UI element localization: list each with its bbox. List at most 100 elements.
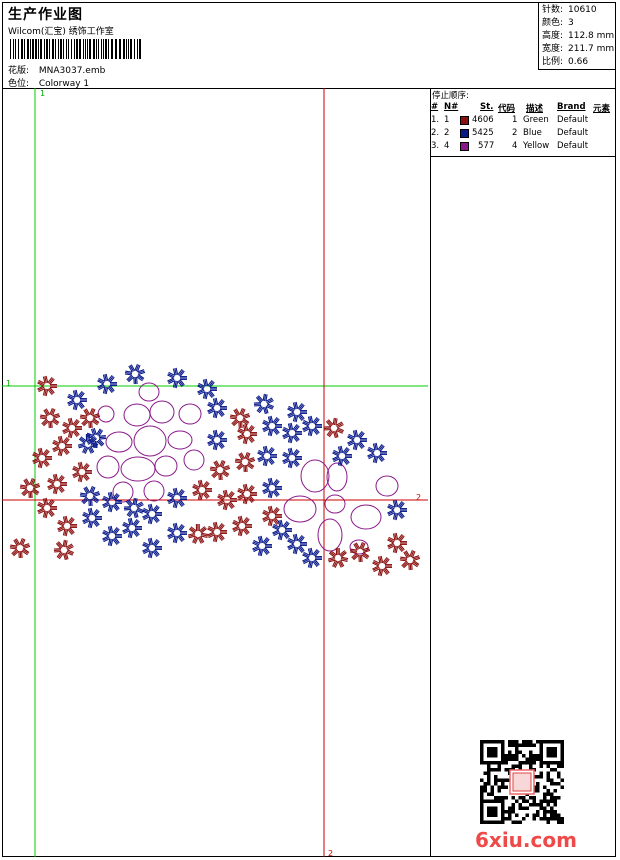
design-file-label: 花版: — [8, 66, 30, 76]
col-header-needle: N# — [444, 102, 459, 112]
guide-label-h1: 1 — [6, 379, 11, 388]
stitch-motif — [302, 415, 322, 437]
stitch-motif — [347, 429, 367, 451]
stitch-motif — [237, 483, 257, 505]
row-needle: 2 — [444, 128, 450, 138]
stitch-motif — [37, 375, 57, 397]
stitch-motif — [387, 499, 407, 521]
scale-label: 比例: — [542, 57, 564, 67]
stitch-motif — [287, 533, 307, 555]
barcode-image — [10, 39, 141, 59]
stitch-motif — [287, 401, 307, 423]
stop-row: 1. 1 4606 1 Green Default — [430, 115, 616, 128]
stitch-motif — [197, 378, 217, 400]
stop-row: 3. 4 577 4 Yellow Default — [430, 141, 616, 154]
embroidery-preview: 1 1 2 2 — [2, 88, 428, 857]
col-header-element: 元素 — [593, 104, 611, 114]
colorway-label: 色位: — [8, 79, 30, 89]
row-brand: Default — [557, 115, 589, 125]
guide-label-v2: 2 — [328, 849, 333, 857]
guide-label-v1: 1 — [40, 89, 45, 98]
stitch-motif — [85, 427, 107, 449]
stitch-motif — [262, 415, 282, 437]
stitch-motif — [207, 397, 227, 419]
stitch-motif — [323, 417, 345, 439]
stitch-motif — [47, 473, 67, 495]
stitch-motif — [372, 555, 392, 577]
stats-panel: 针数: 10610 颜色: 3 高度: 112.8 mm 宽度: 211.7 mm 比例… — [538, 2, 616, 70]
studio-name: Wilcom(汇宝) 绣饰工作室 — [8, 27, 114, 37]
stitch-motif — [232, 515, 252, 537]
stitch-motif — [57, 515, 77, 537]
stitch-motif — [399, 549, 421, 571]
colorway-value: Colorway 1 — [38, 79, 90, 89]
stop-sequence-panel: 停止顺序: # N# St. 代码 描述 Brand 元素 1. 1 4606 … — [430, 88, 616, 157]
row-stitches: 4606 — [472, 115, 494, 125]
stitch-motif — [67, 389, 87, 411]
stitch-motif — [9, 537, 31, 559]
row-brand: Default — [557, 141, 589, 151]
stitch-motif — [217, 489, 237, 511]
stitch-motif — [142, 503, 162, 525]
stitch-motif — [53, 539, 75, 561]
scale-row: 比例: 0.66 — [542, 56, 616, 69]
stitch-motif — [102, 525, 122, 547]
stitch-motif — [209, 459, 231, 481]
stitch-motif — [237, 423, 257, 445]
row-code: 4 — [512, 141, 518, 151]
stitch-motif — [262, 477, 282, 499]
color-count-row: 颜色: 3 — [542, 17, 616, 30]
stitch-motif — [122, 517, 142, 539]
scale-value: 0.66 — [568, 57, 589, 67]
row-code: 2 — [512, 128, 518, 138]
stitch-motif — [282, 422, 302, 444]
row-index: 3. — [431, 141, 440, 151]
color-count-label: 颜色: — [542, 18, 564, 28]
stitch-count-label: 针数: — [542, 5, 564, 15]
stitch-motif — [253, 393, 275, 415]
stitch-motif — [32, 447, 52, 469]
color-count-value: 3 — [568, 18, 574, 28]
design-preview-area: 1 1 2 2 — [2, 88, 431, 857]
stitch-motif — [79, 407, 101, 429]
stitch-motif — [97, 373, 117, 395]
col-header-description: 描述 — [526, 104, 544, 114]
width-label: 宽度: — [542, 44, 564, 54]
stitch-motif — [79, 485, 101, 507]
height-value: 112.8 mm — [568, 31, 615, 41]
stop-row: 2. 2 5425 2 Blue Default — [430, 128, 616, 141]
colorway-line: 色位: Colorway 1 — [8, 76, 89, 89]
stitch-motif — [207, 521, 227, 543]
stitch-count-row: 针数: 10610 — [542, 4, 616, 17]
color-swatch — [460, 116, 469, 125]
stitch-motif — [52, 435, 72, 457]
height-row: 高度: 112.8 mm — [542, 30, 616, 43]
stitch-motif — [257, 445, 277, 467]
stitch-motif — [192, 479, 212, 501]
stitch-motif — [349, 541, 371, 563]
row-brand: Default — [557, 128, 589, 138]
stitch-motif — [123, 497, 145, 519]
purple-outline-group — [96, 382, 399, 555]
stitch-motif — [167, 522, 187, 544]
stitch-motif — [82, 507, 102, 529]
stitch-motif — [142, 537, 162, 559]
header-block: 生产作业图 Wilcom(汇宝) 绣饰工作室 花版: MNA3037.emb 色… — [2, 2, 616, 89]
row-needle: 1 — [444, 115, 450, 125]
stitch-motif-group — [9, 363, 421, 577]
row-description: Yellow — [523, 141, 550, 151]
stitch-motif — [187, 523, 209, 544]
col-header-stitches: St. — [480, 102, 494, 112]
stitch-motif — [302, 547, 322, 569]
col-header-index: # — [431, 102, 439, 112]
row-description: Green — [523, 115, 549, 125]
row-needle: 4 — [444, 141, 450, 151]
stitch-motif — [234, 451, 256, 473]
stitch-motif — [367, 442, 387, 464]
stitch-motif — [272, 519, 292, 541]
stitch-motif — [229, 407, 251, 429]
stitch-motif — [39, 407, 61, 429]
stitch-motif — [72, 461, 92, 483]
stitch-motif — [387, 532, 407, 554]
